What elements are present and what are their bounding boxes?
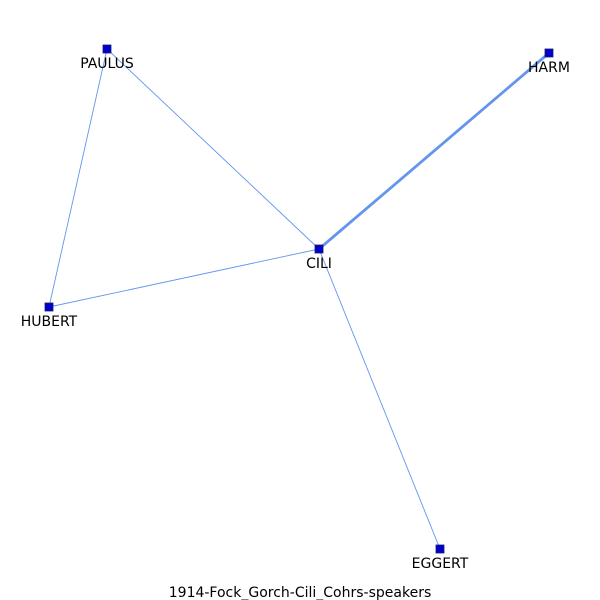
node-label: HUBERT [21, 314, 78, 330]
nodes-layer: PAULUS HARM CILI HUBERT EGGERT [21, 44, 570, 572]
node-paulus: PAULUS [80, 44, 134, 72]
node-label: PAULUS [80, 56, 134, 72]
node-label: CILI [306, 256, 332, 272]
edge-paulus-hubert [48, 48, 108, 308]
node-eggert: EGGERT [412, 544, 469, 572]
node-marker [435, 544, 445, 554]
edge-cili-harm [318, 51, 550, 251]
edge-cili-paulus [106, 48, 320, 250]
node-marker [44, 302, 54, 312]
node-harm: HARM [528, 48, 570, 76]
edges-layer [48, 48, 550, 550]
edge-cili-eggert [318, 248, 441, 550]
node-hubert: HUBERT [21, 302, 78, 330]
node-marker [544, 48, 554, 58]
node-label: HARM [528, 60, 570, 76]
node-label: EGGERT [412, 556, 469, 572]
edge-cili-hubert [48, 248, 320, 308]
graph-caption: 1914-Fock_Gorch-Cili_Cohrs-speakers [169, 585, 432, 600]
node-marker [314, 244, 324, 254]
node-cili: CILI [306, 244, 332, 272]
node-marker [102, 44, 112, 54]
